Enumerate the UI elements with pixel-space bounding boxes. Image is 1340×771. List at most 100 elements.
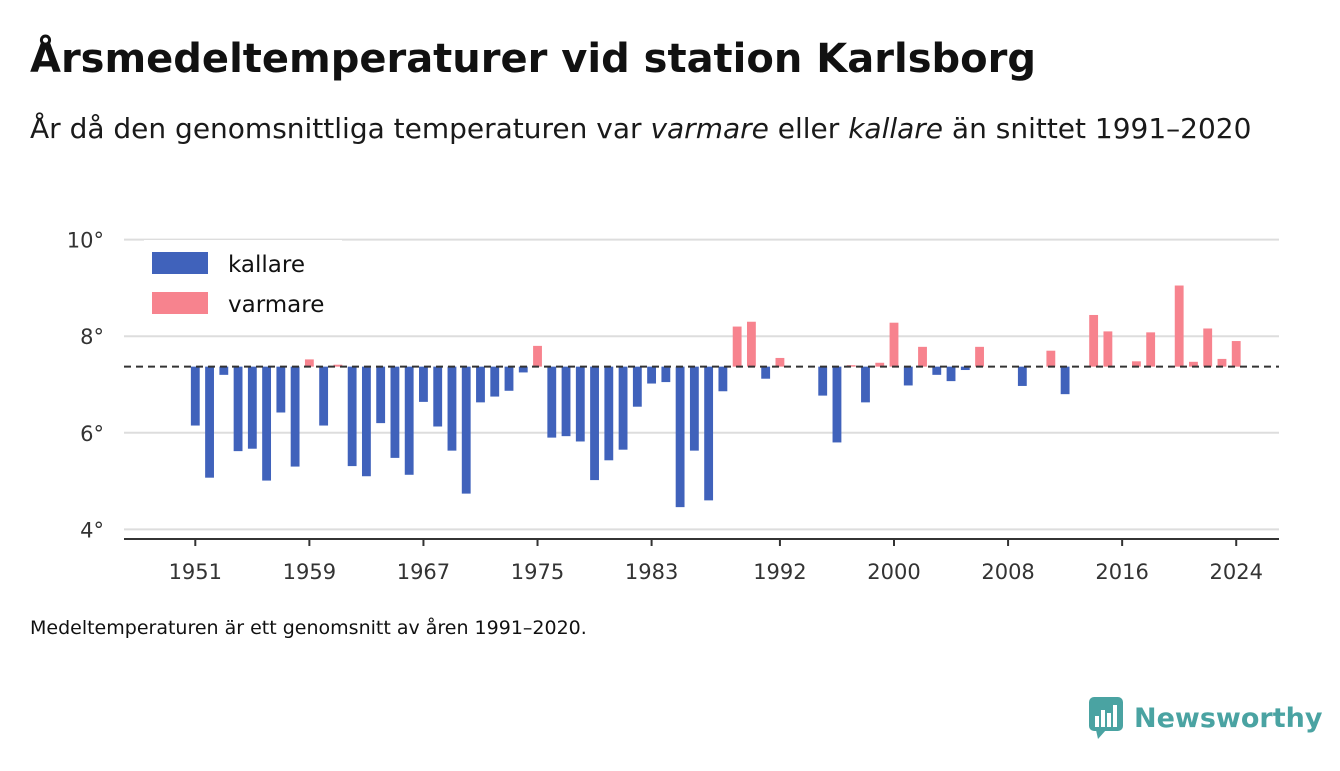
bar-kallare [604,366,614,461]
bar-chart: 4° 6° 8° 10° 1951 1959 1967 1975 1983 1992 2000 200… [67,229,1279,584]
bar-varmare [1146,332,1156,367]
bar-kallare [276,366,286,413]
bar-kallare [818,366,828,396]
bar-kallare [447,366,457,451]
subtitle-part1: År då den genomsnittliga temperaturen va… [30,112,651,145]
bar-kallare [832,366,842,443]
x-tick-label: 2008 [981,560,1034,584]
bar-kallare [262,366,272,481]
x-tick-label: 1975 [511,560,564,584]
bar-kallare [689,366,699,451]
bars [190,285,1241,508]
bar-varmare [1189,361,1198,367]
bar-varmare [533,345,542,367]
bar-varmare [333,364,343,367]
bar-varmare [1231,341,1241,367]
bar-kallare [704,366,714,501]
newsworthy-icon [1089,697,1123,739]
bar-varmare [1174,285,1184,367]
bar-kallare [319,366,329,426]
axes: 4° 6° 8° 10° 1951 1959 1967 1975 1983 1992 2000 200… [67,229,1279,584]
bar-kallare [518,366,528,373]
subtitle-warm-word: varmare [650,112,769,145]
bar-varmare [1203,328,1213,367]
legend-swatch-varmare [152,292,208,314]
x-tick-label: 2016 [1095,560,1148,584]
bar-varmare [975,346,984,367]
bar-varmare [304,359,314,367]
bar-varmare [775,357,785,367]
x-tick-label: 1983 [625,560,678,584]
x-tick-label: 2024 [1209,560,1262,584]
bar-kallare [476,366,485,403]
bar-varmare [889,322,899,367]
bar-kallare [932,366,942,375]
bar-kallare [404,366,414,475]
legend-label-kallare: kallare [228,252,305,278]
bar-varmare [1103,331,1113,367]
bar-kallare [632,366,642,407]
bar-varmare [746,321,756,367]
x-tick-label: 1959 [283,560,336,584]
brand-name: Newsworthy [1134,702,1323,734]
bar-kallare [376,366,386,424]
bar-varmare [846,365,856,367]
bar-varmare [875,362,885,367]
bar-kallare [1060,366,1070,395]
bar-kallare [390,366,400,458]
bar-kallare [675,366,685,508]
chart-subtitle: År då den genomsnittliga temperaturen va… [30,108,1260,150]
bar-kallare [1017,366,1027,386]
bar-kallare [504,366,514,391]
bar-kallare [903,366,913,386]
bar-kallare [547,366,557,438]
bar-varmare [732,326,742,367]
bar-varmare [1089,314,1099,367]
x-tick-label: 1992 [753,560,806,584]
bar-kallare [205,366,214,478]
legend-label-varmare: varmare [228,292,324,318]
footnote: Medeltemperaturen är ett genomsnitt av å… [30,617,587,639]
bar-varmare [1217,358,1227,367]
bar-kallare [433,366,443,427]
bar-kallare [290,366,300,467]
bar-kallare [761,366,771,379]
bar-kallare [575,366,585,442]
bar-kallare [419,366,428,402]
x-tick-label: 2000 [867,560,920,584]
subtitle-cold-word: kallare [848,112,944,145]
x-tick-label: 1951 [169,560,222,584]
bar-kallare [718,366,728,392]
bar-kallare [361,366,371,477]
x-tick-label: 1967 [397,560,450,584]
bar-varmare [1131,361,1141,367]
bar-varmare [1046,350,1056,367]
bar-kallare [247,366,257,449]
bar-kallare [561,366,571,437]
bar-kallare [861,366,870,403]
bar-kallare [590,366,599,481]
subtitle-part2: eller [768,112,849,145]
bar-kallare [946,366,956,382]
legend-swatch-kallare [152,252,208,274]
bar-kallare [647,366,657,384]
bar-kallare [490,366,500,397]
y-tick-label: 8° [80,325,104,349]
subtitle-part3: än snittet 1991–2020 [943,112,1252,145]
brand-logo[interactable]: Newsworthy [1088,696,1322,740]
bar-kallare [618,366,628,450]
bar-kallare [661,366,671,383]
bar-kallare [190,366,200,426]
bar-kallare [219,366,229,375]
bar-kallare [960,366,970,371]
bar-kallare [233,366,243,452]
y-tick-label: 10° [67,229,104,253]
grid-lines [124,238,1279,531]
bar-kallare [461,366,471,494]
y-tick-label: 4° [80,518,104,542]
legend: kallare varmare [144,240,342,326]
chart-title: Årsmedeltemperaturer vid station Karlsbo… [30,36,1036,82]
bar-kallare [347,366,357,467]
y-tick-label: 6° [80,422,104,446]
bar-varmare [918,346,927,367]
